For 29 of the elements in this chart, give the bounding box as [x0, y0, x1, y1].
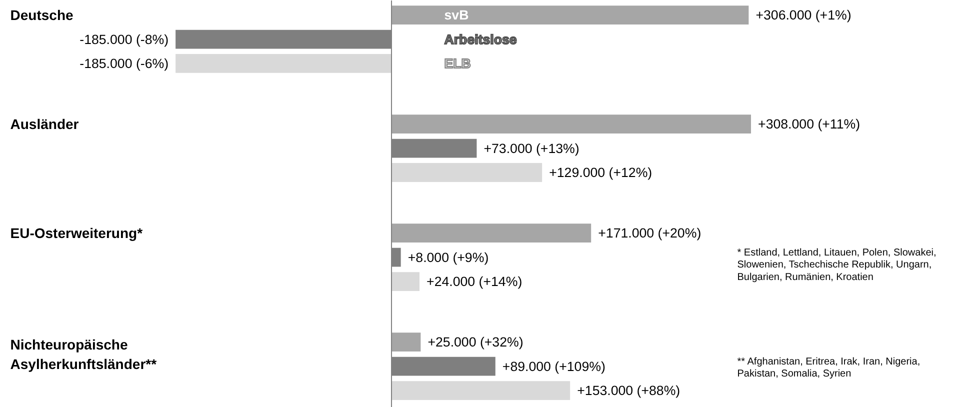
data-label: +24.000 (+14%) [426, 274, 522, 290]
bar [176, 54, 392, 73]
annotation: ** Afghanistan, Eritrea, Irak, Iran, Nigeria, Pakistan, Somalia, Syrien [737, 356, 920, 380]
bar [392, 332, 421, 352]
bar [392, 163, 542, 182]
y-tick-label: Deutsche [10, 7, 74, 24]
data-label: +308.000 (+11%) [758, 116, 860, 132]
data-label: +25.000 (+32%) [428, 334, 524, 350]
annotation: * Estland, Lettland, Litauen, Polen, Slowakei, Slowenien, Tschechische Republik, Ungarn, Bulgarien, Rumänien, Kroatien [737, 248, 936, 283]
text: Arbeitslose [444, 32, 517, 47]
data-label: +89.000 (+109%) [502, 358, 606, 374]
bar [392, 272, 420, 291]
data-label: +171.000 (+20%) [598, 226, 702, 241]
bar [392, 114, 752, 134]
y-tick-label: Ausländer [10, 116, 80, 132]
data-label: +153.000 (+88%) [577, 383, 680, 398]
bar [392, 6, 749, 24]
data-label: -185.000 (-8%) [80, 32, 169, 47]
bar [392, 381, 570, 400]
data-label: +73.000 (+13%) [484, 140, 580, 156]
text: ELB [444, 56, 472, 71]
data-label: -185.000 (-6%) [80, 56, 169, 71]
bar [392, 224, 592, 243]
y-tick-label: Nichteuropäische Asylherkunftsländer** [10, 336, 158, 372]
y-tick-label: EU-Osterweiterung* [10, 225, 144, 242]
data-label: +129.000 (+12%) [549, 165, 652, 180]
data-label: +8.000 (+9%) [408, 250, 489, 265]
series-label: svB [444, 8, 470, 23]
data-label: +306.000 (+1%) [756, 8, 852, 23]
